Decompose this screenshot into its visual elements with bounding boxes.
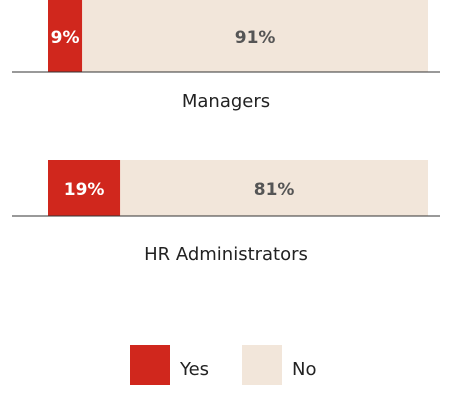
value-label: 19% bbox=[64, 180, 105, 200]
bar-segment bbox=[48, 0, 83, 72]
legend-swatch bbox=[242, 345, 282, 385]
legend-swatch bbox=[130, 345, 170, 385]
legend-label: No bbox=[292, 359, 316, 380]
bar-segment bbox=[48, 160, 121, 216]
category-label: Managers bbox=[182, 91, 270, 112]
category-label: HR Administrators bbox=[144, 244, 308, 265]
value-label: 9% bbox=[51, 28, 80, 48]
bar-segment bbox=[120, 160, 428, 216]
legend-label: Yes bbox=[179, 359, 209, 380]
bar-segment bbox=[82, 0, 428, 72]
value-label: 81% bbox=[254, 180, 295, 200]
value-label: 91% bbox=[235, 28, 276, 48]
